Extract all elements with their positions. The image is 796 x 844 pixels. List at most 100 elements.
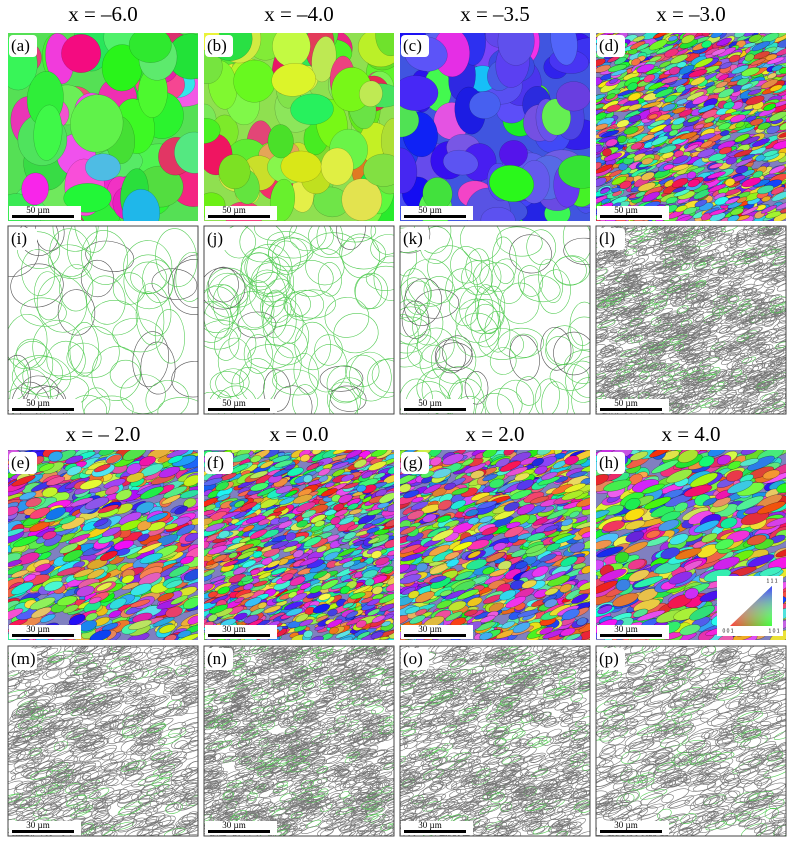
grain <box>480 206 516 221</box>
grain <box>8 226 40 277</box>
grain <box>497 33 535 66</box>
grain <box>605 291 625 303</box>
grain <box>640 171 655 181</box>
grain <box>681 34 695 44</box>
grain <box>655 266 666 274</box>
grain <box>112 272 146 305</box>
grain <box>630 376 648 386</box>
grain <box>736 229 748 238</box>
grain <box>715 274 729 282</box>
grain <box>641 386 661 394</box>
grain <box>596 164 613 174</box>
grain <box>751 331 771 341</box>
grain <box>34 563 51 573</box>
grain <box>400 314 419 360</box>
grain <box>709 233 725 242</box>
grain <box>725 244 739 252</box>
grain <box>741 260 760 270</box>
grain <box>681 227 695 237</box>
grain <box>740 153 756 161</box>
grain <box>174 131 198 174</box>
grain <box>29 507 51 520</box>
grain <box>367 359 394 398</box>
grain <box>650 226 669 231</box>
grain <box>692 228 707 236</box>
grain <box>728 295 743 302</box>
grain <box>459 226 502 261</box>
grain <box>329 387 358 414</box>
label-box <box>205 35 233 57</box>
grain <box>622 307 636 316</box>
grain <box>615 348 633 358</box>
grain <box>623 272 636 280</box>
grain <box>596 144 603 153</box>
grain <box>252 272 290 297</box>
scale-bar <box>208 408 270 411</box>
grain <box>628 103 642 111</box>
grain <box>204 118 221 144</box>
grain <box>29 597 56 610</box>
grain <box>721 226 740 233</box>
grain <box>679 324 698 333</box>
grain <box>287 259 334 297</box>
grain <box>660 385 679 396</box>
grain <box>727 310 746 320</box>
grain <box>204 320 242 350</box>
grain <box>714 244 729 254</box>
grain <box>741 370 762 381</box>
grain <box>757 370 768 377</box>
grain <box>744 315 755 322</box>
grain <box>209 371 244 398</box>
grain <box>763 278 778 288</box>
label-box <box>9 35 37 57</box>
grain <box>672 332 690 340</box>
grain <box>760 295 777 304</box>
grain <box>309 232 356 259</box>
grain <box>775 201 786 210</box>
grain <box>36 275 87 333</box>
grain <box>627 275 639 284</box>
grain <box>596 161 602 171</box>
grain <box>733 278 745 286</box>
grain <box>671 329 688 338</box>
grain <box>596 383 605 393</box>
grain <box>768 368 784 378</box>
grain <box>664 344 680 352</box>
grain <box>743 287 757 297</box>
grain <box>121 574 135 584</box>
grain <box>719 62 733 69</box>
grain <box>606 93 616 100</box>
grain <box>701 231 712 240</box>
scale-bar <box>404 215 466 218</box>
grain <box>728 295 740 304</box>
grain <box>674 295 689 304</box>
grain <box>735 239 747 248</box>
grain <box>696 350 711 358</box>
grain <box>663 164 674 171</box>
grain <box>569 301 590 346</box>
label-box <box>597 35 625 57</box>
grain <box>753 310 767 319</box>
grain <box>94 463 111 473</box>
grain <box>775 341 786 349</box>
grain <box>400 231 417 277</box>
grain <box>681 300 693 310</box>
grain <box>244 252 274 283</box>
frame <box>7 225 199 415</box>
panel-label: (b) <box>207 36 227 55</box>
grain <box>636 320 653 329</box>
grain <box>765 229 778 236</box>
grain <box>403 278 442 326</box>
grain <box>59 543 79 554</box>
grain <box>768 165 786 175</box>
frame <box>399 225 591 415</box>
grain <box>676 254 687 261</box>
panel-label: (i) <box>11 229 27 248</box>
grain <box>694 57 714 68</box>
grain <box>596 277 605 284</box>
grain <box>671 163 690 172</box>
grain <box>349 351 392 402</box>
grain <box>370 234 394 264</box>
grain <box>670 314 684 324</box>
grain <box>29 521 50 532</box>
